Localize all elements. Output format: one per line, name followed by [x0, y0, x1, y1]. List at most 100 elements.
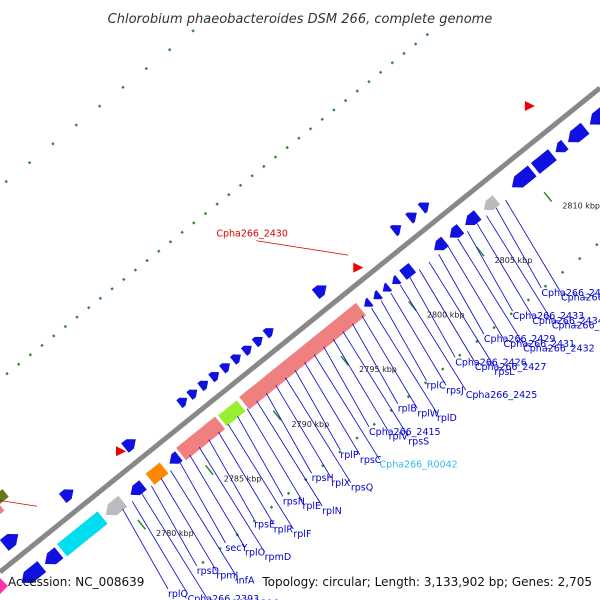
leader-line [457, 238, 524, 344]
tick-dot [413, 42, 418, 46]
tick-dot [402, 51, 406, 56]
gene-label: rplF [293, 529, 311, 540]
tick-dot [4, 179, 8, 184]
gene-arrow [382, 282, 393, 292]
gene-label: rplP [340, 450, 359, 461]
gene-arrow [130, 480, 147, 496]
tick-dot [203, 211, 208, 216]
tick-dot [425, 32, 429, 37]
tick-dot [167, 48, 172, 52]
gene-label: rpsL [494, 367, 515, 378]
kbp-tick [475, 246, 485, 257]
gene-arrow [405, 212, 417, 224]
leader-line [246, 408, 303, 502]
label-leader-lines [0, 199, 562, 599]
gene-arrow [251, 336, 263, 348]
gene-arrow [483, 195, 501, 210]
leader-line [486, 215, 553, 321]
gene-label: rplO [245, 547, 265, 558]
leader-line [323, 346, 370, 428]
tick-dot [320, 117, 324, 122]
tick-dot [492, 325, 496, 330]
topology-text: Topology: circular; Length: 3,133,902 bp… [261, 575, 592, 589]
kbp-tick [137, 519, 146, 530]
gene-arrow [240, 345, 252, 356]
gene-label: Cpha266_2437 [561, 293, 600, 304]
gene-features [0, 101, 600, 594]
tick-dot [157, 249, 161, 253]
gene-block [530, 149, 557, 174]
gene-label: Cpha266_R0042 [380, 460, 458, 471]
leader-line [160, 477, 217, 571]
leader-line [141, 493, 208, 599]
gene-label: rpsS [408, 436, 429, 447]
tick-dot [110, 287, 114, 291]
kbp-label: 2800 kbp [427, 311, 465, 320]
gene-arrow [105, 495, 128, 516]
gene-label: infA [236, 575, 255, 586]
gene-label: rplN [322, 506, 342, 517]
red-marker [116, 446, 127, 457]
gene-arrow [197, 380, 209, 392]
leader-line [380, 300, 427, 381]
leader-line [313, 354, 380, 460]
kbp-tick [272, 410, 282, 421]
tick-dot [144, 66, 149, 71]
leader-line [237, 416, 284, 497]
origin-marker [0, 578, 8, 594]
gene-label: rpsJ [446, 385, 464, 396]
tick-dot [192, 221, 196, 225]
tick-dot [97, 104, 102, 108]
leader-line [332, 338, 389, 432]
kbp-tick [543, 191, 553, 202]
gene-arrow [230, 354, 241, 365]
leader-line [447, 246, 504, 340]
gene-label: rplW [417, 408, 440, 419]
gene-arrow [21, 561, 47, 583]
red-marker [524, 101, 535, 112]
gene-label: Cpha266_2429 [484, 334, 556, 345]
tick-dot [595, 243, 599, 247]
tick-dot [121, 85, 125, 90]
gene-arrow [568, 122, 590, 143]
kbp-ticks [137, 191, 553, 530]
leader-line [438, 253, 485, 335]
gene-label: rpsN [283, 496, 305, 507]
tick-dot [51, 142, 55, 146]
kbp-tick [204, 464, 214, 476]
gene-label: Cpha266_2430 [216, 229, 288, 240]
tick-dot [367, 79, 371, 84]
tick-dot [273, 155, 278, 159]
leader-line [122, 508, 169, 590]
tick-dot [27, 161, 32, 165]
gene-arrow [555, 139, 569, 153]
tick-dot [122, 277, 126, 282]
leader-line [342, 331, 409, 437]
gene-block [0, 499, 5, 525]
genome-backbone [0, 86, 600, 574]
gene-label: Cpha266_2396 [207, 599, 279, 600]
tick-dot [191, 29, 195, 33]
tick-dot [5, 371, 9, 376]
gene-label: Cpha266_2431 [504, 339, 576, 350]
leader-line [371, 308, 438, 414]
tick-dot [390, 61, 394, 65]
gene-block [0, 489, 9, 506]
gene-label: rpsE [254, 520, 275, 531]
tick-dot [372, 422, 376, 426]
tick-dot [308, 127, 313, 131]
gene-arrow [169, 451, 183, 464]
gene-label: rpsQ [351, 483, 373, 494]
tick-dot [543, 284, 548, 288]
leader-line [390, 292, 447, 386]
tick-dot [262, 164, 266, 169]
gene-arrow [58, 489, 74, 503]
gene-label: Cpha266_2393 [188, 594, 260, 600]
gene-arrow [0, 534, 19, 551]
leader-line [495, 207, 542, 289]
gene-arrow [511, 165, 537, 188]
leader-line [265, 392, 312, 474]
tick-dot [40, 343, 44, 348]
tick-dot [75, 315, 79, 319]
